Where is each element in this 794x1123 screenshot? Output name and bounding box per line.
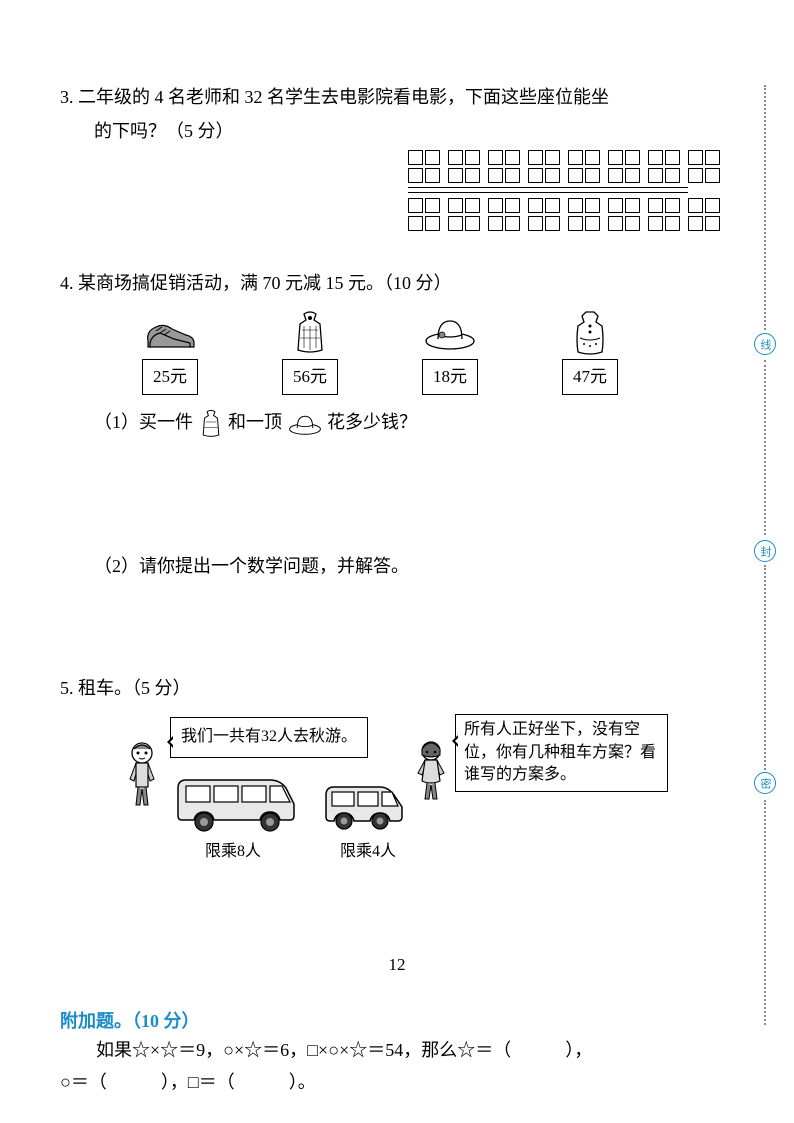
q3-line1: 二年级的 4 名老师和 32 名学生去电影院看电影，下面这些座位能坐 [78,87,609,107]
price-dress2: 47元 [562,359,618,395]
kid1-icon [120,739,164,809]
dotted-line [764,565,766,770]
dress-icon [282,311,338,355]
bus-section: 我们一共有32人去秋游。 所有人正好坐下，没有空位，你有几种租车方案？看谁写的方… [110,717,724,867]
speech-bubble-2: 所有人正好坐下，没有空位，你有几种租车方案？看谁写的方案多。 [455,714,668,791]
margin-char-3: 密 [754,772,776,794]
bonus-body2: ○＝（ ），□＝（ ）。 [60,1068,724,1094]
seat-diagram [408,150,688,234]
question-5: 5. 租车。（5 分） 我们一共有32人去秋游。 所有人正好坐下，没有空位，你有… [60,671,724,867]
price-dress: 56元 [282,359,338,395]
bonus-body: 如果☆×☆＝9，○×☆＝6，□×○×☆＝54，那么☆＝（ ）， [60,1033,724,1067]
speech-bubble-1: 我们一共有32人去秋游。 [170,717,368,757]
shoes-icon [142,311,198,355]
item-dress2: 47元 [562,311,618,395]
page: 3. 二年级的 4 名老师和 32 名学生去电影院看电影，下面这些座位能坐 的下… [0,0,794,1003]
q4-text: 某商场搞促销活动，满 70 元减 15 元。（10 分） [78,273,452,293]
q4-num: 4. [60,273,74,293]
q5-text: 租车。（5 分） [78,678,191,698]
q5-num: 5. [60,678,74,698]
question-4: 4. 某商场搞促销活动，满 70 元减 15 元。（10 分） 25元 56元 … [60,266,724,583]
dotted-line [764,800,766,1025]
dotted-line [764,85,766,330]
item-hat: 18元 [422,311,478,395]
van2-label: 限乘4人 [340,837,396,867]
q3-line2: 的下吗？（5 分） [94,121,234,141]
kid2-icon [410,737,452,803]
item-dress: 56元 [282,311,338,395]
q4-sub2: （2）请你提出一个数学问题，并解答。 [94,549,724,583]
q3-num: 3. [60,87,74,107]
price-hat: 18元 [422,359,478,395]
dress-icon-inline [198,409,224,439]
price-shoes: 25元 [142,359,198,395]
margin-char-1: 线 [754,333,776,355]
van1-label: 限乘8人 [205,837,261,867]
hat-icon-inline [287,411,323,437]
q4s1-prefix: （1）买一件 [94,412,193,432]
page-number: 12 [0,955,794,975]
q4-sub1: （1）买一件 和一顶 花多少钱？ [94,405,724,439]
bonus-title: 附加题。（10 分） [60,1007,724,1033]
item-shoes: 25元 [142,311,198,395]
margin-char-2: 封 [754,540,776,562]
items-row: 25元 56元 18元 47元 [100,311,660,395]
q4s1-mid: 和一顶 [228,412,282,432]
hat-icon [422,311,478,355]
dress2-icon [562,311,618,355]
van-large-icon [170,772,300,834]
q4s1-suffix: 花多少钱？ [327,412,417,432]
question-3: 3. 二年级的 4 名老师和 32 名学生去电影院看电影，下面这些座位能坐 的下… [60,80,724,148]
van-small-icon [320,777,410,833]
dotted-line [764,360,766,535]
